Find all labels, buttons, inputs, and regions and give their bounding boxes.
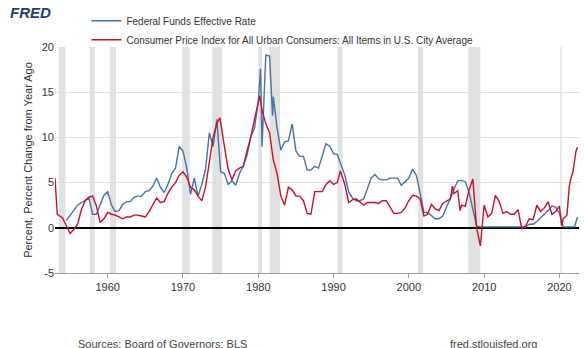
svg-text:15: 15 [42,86,54,98]
svg-text:5: 5 [48,176,54,188]
svg-text:2010: 2010 [472,281,496,293]
svg-text:0: 0 [48,222,54,234]
svg-text:1960: 1960 [95,281,119,293]
svg-text:1990: 1990 [321,281,345,293]
svg-text:Percent, Percent Change from Y: Percent, Percent Change from Year Ago [22,62,34,258]
svg-text:Federal Funds Effective Rate: Federal Funds Effective Rate [126,16,256,27]
svg-text:Sources: Board of Governors; B: Sources: Board of Governors; BLS [78,338,247,348]
svg-text:1980: 1980 [246,281,270,293]
svg-text:10: 10 [42,131,54,143]
svg-text:2020: 2020 [547,281,571,293]
svg-text:20: 20 [42,41,54,53]
svg-text:Consumer Price Index for All U: Consumer Price Index for All Urban Consu… [126,35,473,46]
svg-text:1970: 1970 [171,281,195,293]
svg-text:2000: 2000 [397,281,421,293]
svg-text:fred.stlouisfed.org: fred.stlouisfed.org [450,338,537,348]
svg-text:-5: -5 [44,267,54,279]
svg-text:FRED: FRED [10,4,51,21]
